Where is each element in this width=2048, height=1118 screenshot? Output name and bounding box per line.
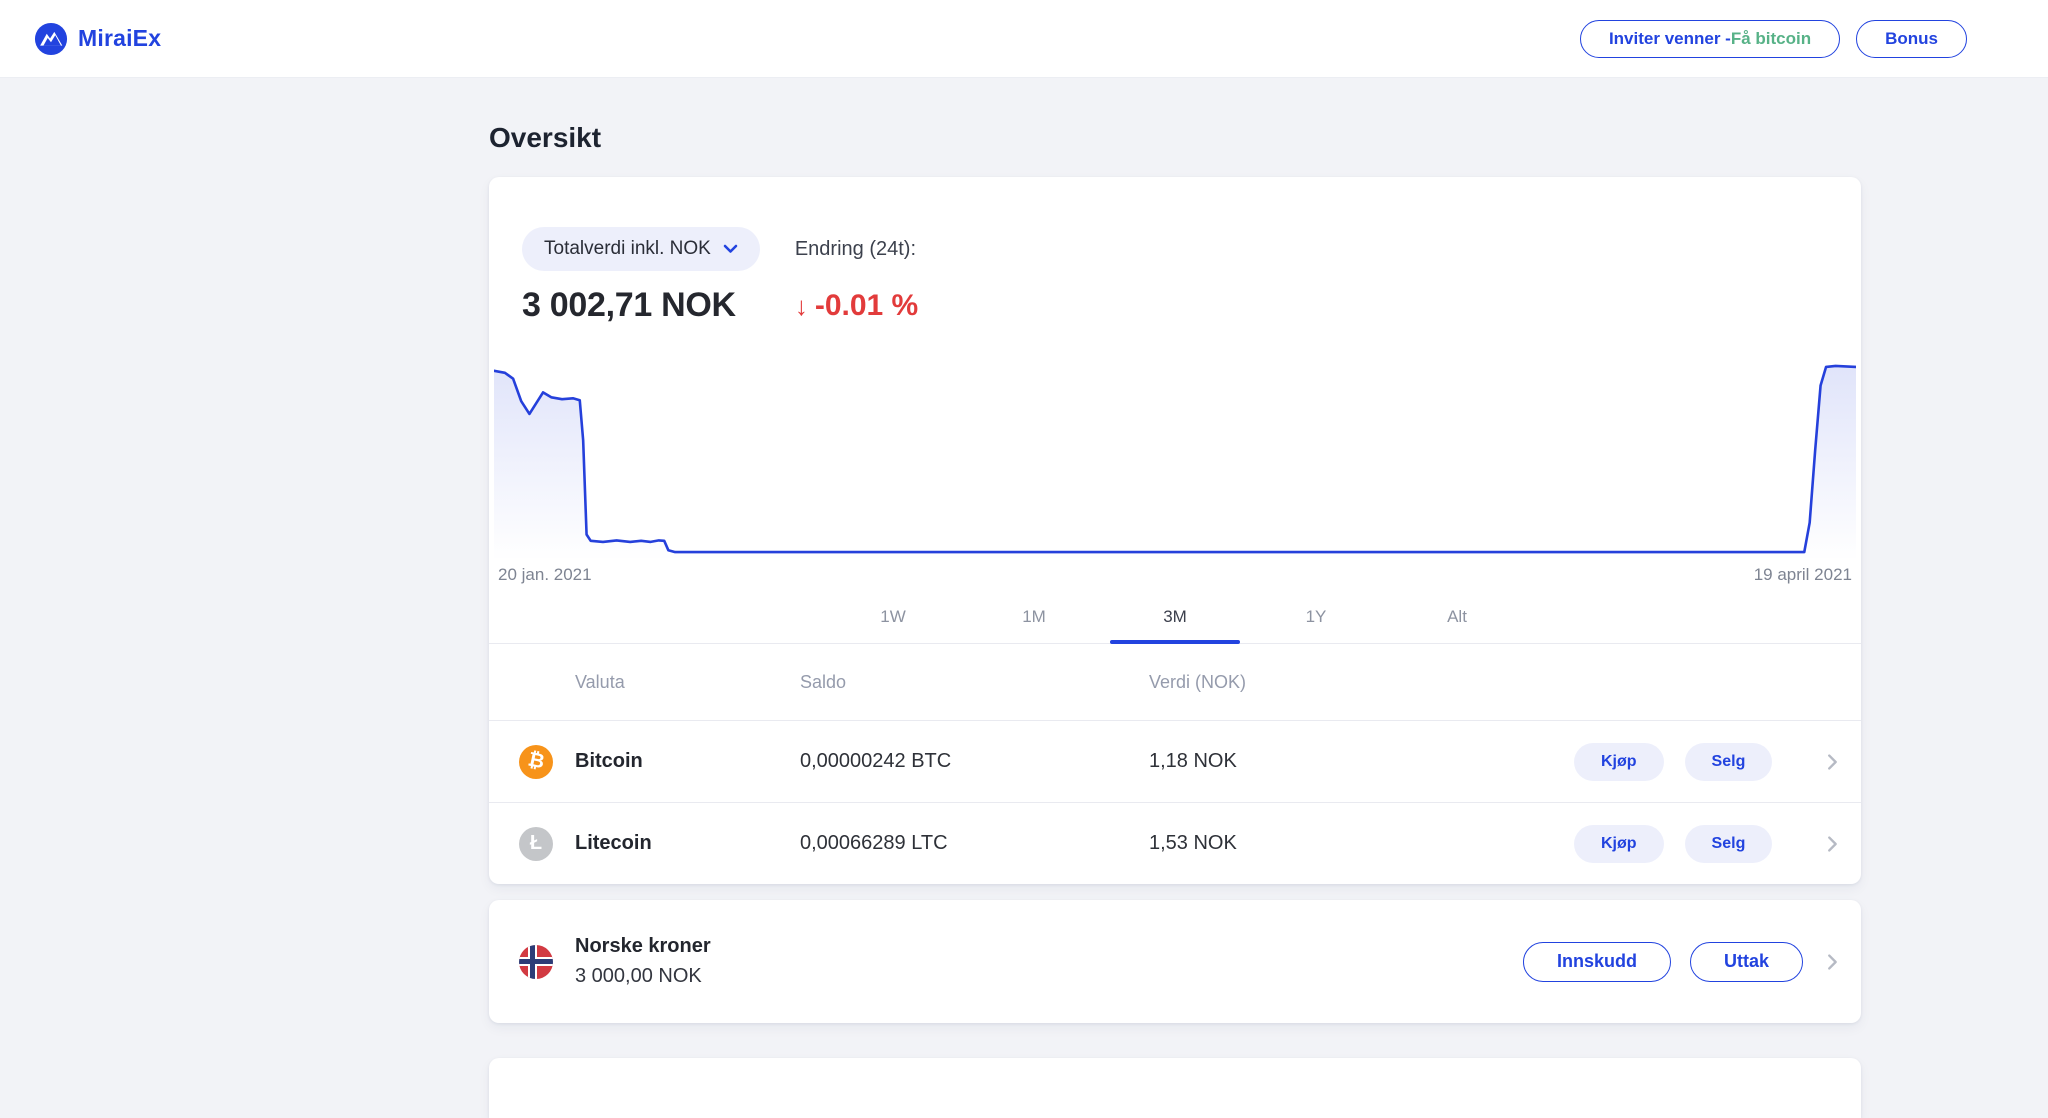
chart-end-date: 19 april 2021	[1753, 565, 1852, 584]
change-24h-label: Endring (24t):	[794, 237, 917, 260]
asset-balance: 0,00066289 LTC	[800, 832, 948, 854]
tab-3m[interactable]: 3M	[1110, 595, 1240, 644]
asset-value: 1,53 NOK	[1149, 832, 1237, 854]
tab-alt[interactable]: Alt	[1392, 595, 1522, 643]
tab-1y[interactable]: 1Y	[1251, 595, 1381, 643]
fiat-name: Norske kroner	[575, 935, 711, 957]
total-value-selector[interactable]: Totalverdi inkl. NOK	[522, 227, 760, 271]
total-value: 3 002,71 NOK	[522, 286, 736, 324]
tab-1m[interactable]: 1M	[969, 595, 1099, 643]
asset-name: Litecoin	[575, 832, 652, 854]
portfolio-chart-svg	[494, 364, 1856, 561]
mountain-logo-icon	[34, 22, 68, 56]
total-value-selector-label: Totalverdi inkl. NOK	[544, 238, 711, 259]
invite-friends-label: Inviter venner -	[1608, 28, 1731, 48]
portfolio-chart: 20 jan. 2021 19 april 2021	[494, 359, 1856, 585]
chart-start-date: 20 jan. 2021	[498, 565, 592, 584]
invite-bitcoin-label: Få bitcoin	[1730, 28, 1812, 48]
change-percentage: -0.01 %	[814, 288, 919, 322]
main-content: Oversikt Totalverdi inkl. NOK Endring (2…	[489, 78, 1861, 1118]
row-actions: Kjøp Selg	[1574, 742, 1773, 781]
page-title: Oversikt	[489, 122, 602, 153]
deposit-button[interactable]: Innskudd	[1522, 941, 1671, 982]
range-tabs: 1W 1M 3M 1Y Alt	[489, 595, 1861, 644]
litecoin-symbol: Ł	[529, 832, 543, 854]
brand-name: MiraiEx	[78, 25, 162, 51]
assets-table-header: Valuta Saldo Verdi (NOK)	[489, 644, 1861, 720]
table-row-litecoin[interactable]: Ł Litecoin 0,00066289 LTC 1,53 NOK Kjøp …	[489, 802, 1861, 884]
table-row-bitcoin[interactable]: ₿ Bitcoin 0,00000242 BTC 1,18 NOK Kjøp S…	[489, 720, 1861, 802]
flag-stripe	[529, 944, 535, 979]
bonus-button[interactable]: Bonus	[1856, 19, 1967, 58]
column-header-valuta: Valuta	[575, 671, 625, 692]
change-24h-value: ↓ -0.01 %	[795, 289, 918, 323]
flag-stripe	[519, 959, 553, 964]
top-nav: MiraiEx Inviter venner - Få bitcoin Bonu…	[0, 0, 2048, 78]
column-header-saldo: Saldo	[800, 671, 847, 692]
invite-friends-button[interactable]: Inviter venner - Få bitcoin	[1579, 19, 1841, 58]
overview-card: Totalverdi inkl. NOK Endring (24t): 3 00…	[489, 177, 1861, 884]
nav-actions: Inviter venner - Få bitcoin Bonus	[1579, 19, 1967, 58]
litecoin-icon: Ł	[519, 826, 553, 861]
fiat-balance: 3 000,00 NOK	[575, 965, 702, 987]
overview-card-top: Totalverdi inkl. NOK Endring (24t): 3 00…	[489, 177, 1861, 325]
chevron-down-icon	[723, 238, 738, 260]
buy-button[interactable]: Kjøp	[1574, 742, 1664, 781]
bitcoin-symbol: ₿	[525, 748, 547, 774]
brand-logo[interactable]: MiraiEx	[34, 22, 161, 56]
arrow-down-icon: ↓	[794, 290, 808, 321]
buy-button[interactable]: Kjøp	[1574, 824, 1664, 863]
next-card-partial	[489, 1058, 1861, 1118]
chevron-right-icon[interactable]	[1821, 833, 1843, 855]
chart-date-range: 20 jan. 2021 19 april 2021	[498, 565, 1852, 585]
fiat-actions: Innskudd Uttak	[1522, 941, 1803, 982]
sell-button[interactable]: Selg	[1684, 824, 1773, 863]
asset-name: Bitcoin	[575, 750, 643, 772]
bitcoin-icon: ₿	[519, 744, 553, 779]
fiat-info: Norske kroner 3 000,00 NOK	[575, 935, 1523, 988]
asset-balance: 0,00000242 BTC	[800, 750, 952, 772]
norway-flag-icon	[519, 944, 553, 979]
column-header-verdi: Verdi (NOK)	[1149, 671, 1247, 692]
row-actions: Kjøp Selg	[1574, 824, 1773, 863]
fiat-card[interactable]: Norske kroner 3 000,00 NOK Innskudd Utta…	[489, 900, 1861, 1023]
withdraw-button[interactable]: Uttak	[1689, 941, 1803, 982]
chevron-right-icon[interactable]	[1821, 751, 1843, 773]
sell-button[interactable]: Selg	[1684, 742, 1773, 781]
asset-value: 1,18 NOK	[1149, 750, 1237, 772]
tab-1w[interactable]: 1W	[828, 595, 958, 643]
chevron-right-icon[interactable]	[1821, 951, 1843, 973]
